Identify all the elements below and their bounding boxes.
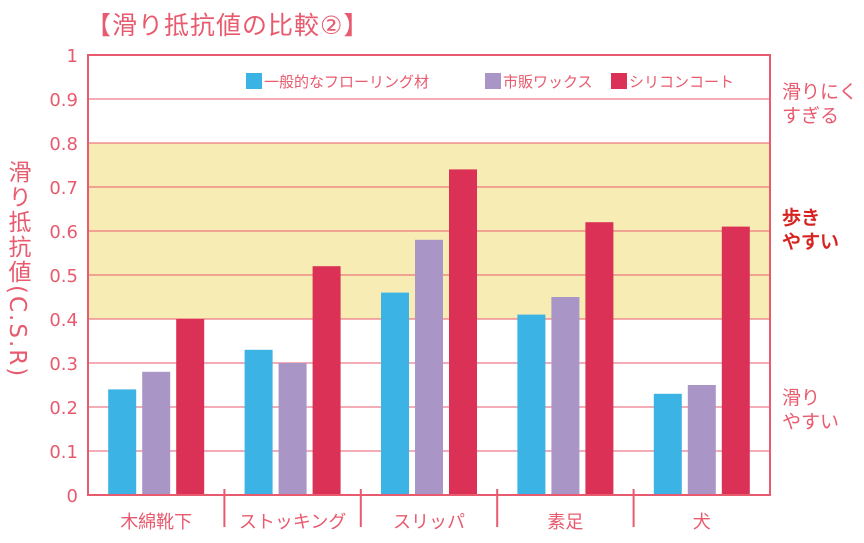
zone-label-line: 滑りにく	[782, 81, 858, 103]
y-tick-label: 0.5	[49, 266, 78, 287]
y-tick-label: 0	[67, 486, 78, 507]
zone-label-line: やすい	[782, 231, 840, 253]
bar	[108, 389, 137, 495]
bar	[176, 319, 205, 495]
bar	[653, 393, 682, 495]
y-axis-label: 滑り抵抗値(C.S.R)	[4, 160, 30, 379]
legend-item-flooring: 一般的なフローリング材	[246, 71, 429, 91]
y-tick-label: 0.7	[49, 178, 78, 199]
y-tick-label: 0.2	[49, 398, 78, 419]
x-tick-label: 犬	[693, 512, 711, 533]
bar	[449, 169, 477, 495]
x-tick-label: 木綿靴下	[120, 512, 192, 533]
legend-swatch	[485, 73, 501, 89]
legend-swatch	[246, 73, 262, 89]
legend-label: 一般的なフローリング材	[264, 72, 430, 91]
bar	[381, 292, 409, 495]
bar	[142, 371, 171, 495]
bar	[517, 314, 546, 495]
x-tick-label: スリッパ	[393, 512, 465, 533]
legend-label: シリコンコート	[629, 72, 735, 91]
x-tick-label: ストッキング	[239, 512, 346, 533]
x-tick-label: 素足	[547, 512, 583, 533]
legend-item-wax: 市販ワックス	[485, 71, 593, 91]
zone-label-line: すぎる	[782, 105, 840, 127]
zone-label-line: やすい	[782, 411, 840, 433]
y-tick-label: 0.6	[49, 222, 78, 243]
bar	[312, 266, 341, 495]
y-tick-label: 0.1	[49, 442, 78, 463]
y-tick-label: 0.4	[49, 310, 78, 331]
y-tick-label: 0.8	[49, 134, 78, 155]
legend-label: 市販ワックス	[503, 72, 593, 91]
zone-label-easy-walking: 歩き やすい	[782, 206, 839, 254]
bar	[585, 222, 614, 495]
chart-title: 【滑り抵抗値の比較②】	[86, 11, 370, 40]
zone-label-slippery: 滑り やすい	[782, 386, 839, 434]
y-tick-label: 1	[67, 46, 78, 67]
bar	[687, 385, 716, 495]
zone-label-line: 滑り	[782, 387, 821, 409]
bar	[244, 349, 273, 495]
y-tick-label: 0.9	[49, 90, 78, 111]
y-tick-label: 0.3	[49, 354, 78, 375]
bar	[721, 226, 750, 495]
bar	[551, 297, 580, 495]
zone-label-line: 歩き	[782, 207, 821, 229]
legend-item-silicone: シリコンコート	[611, 71, 734, 91]
bar	[278, 363, 307, 495]
bar	[415, 239, 443, 495]
legend-swatch	[611, 73, 627, 89]
zone-label-too-grippy: 滑りにく すぎる	[782, 80, 858, 128]
